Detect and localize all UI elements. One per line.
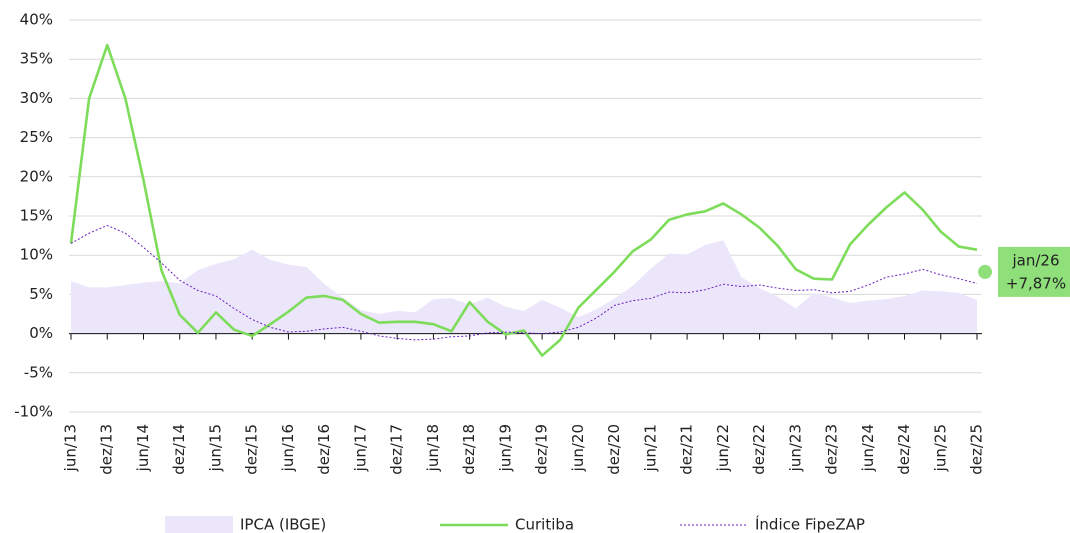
- x-tick-label: dez/19: [533, 424, 551, 475]
- y-tick-label: 5%: [29, 285, 53, 303]
- x-tick-label: dez/21: [678, 424, 696, 475]
- x-tick-label: jun/23: [786, 424, 804, 472]
- annotation-box: [998, 246, 1070, 297]
- y-tick-label: 40%: [20, 11, 53, 29]
- x-tick-label: dez/16: [315, 424, 333, 475]
- x-tick-label: jun/14: [134, 424, 152, 472]
- y-tick-label: 20%: [20, 167, 53, 185]
- legend-swatch: [165, 516, 233, 533]
- x-tick-label: jun/18: [424, 424, 442, 472]
- y-tick-label: 35%: [20, 50, 53, 68]
- y-tick-label: -10%: [14, 403, 53, 421]
- x-tick-label: dez/20: [605, 424, 623, 475]
- legend-label: Curitiba: [515, 516, 574, 533]
- y-tick-label: 0%: [29, 324, 53, 342]
- x-tick-label: dez/22: [750, 424, 768, 475]
- x-tick-label: dez/24: [895, 424, 913, 475]
- legend-label: Índice FipeZAP: [755, 515, 865, 533]
- x-tick-label: jun/16: [279, 424, 297, 472]
- legend-label: IPCA (IBGE): [240, 516, 326, 533]
- x-tick-label: dez/15: [243, 424, 261, 475]
- x-tick-label: dez/25: [968, 424, 986, 475]
- x-tick-label: dez/13: [98, 424, 116, 475]
- x-tick-label: dez/23: [823, 424, 841, 475]
- legend-item: Índice FipeZAP: [680, 515, 865, 533]
- line: [69, 43, 978, 357]
- x-tick-label: jun/20: [569, 424, 587, 472]
- x-tick-label: jun/17: [351, 424, 369, 472]
- legend-item: Curitiba: [440, 516, 574, 533]
- y-tick-label: 30%: [20, 89, 53, 107]
- y-tick-label: 10%: [20, 246, 53, 264]
- x-tick-label: jun/19: [496, 424, 514, 472]
- y-tick-label: 15%: [20, 207, 53, 225]
- x-tick-label: dez/17: [388, 424, 406, 475]
- annotation-label: jan/26: [1011, 251, 1059, 269]
- y-tick-label: 25%: [20, 128, 53, 146]
- legend-item: IPCA (IBGE): [165, 516, 326, 533]
- x-tick-label: jun/13: [62, 424, 80, 472]
- area: [71, 240, 977, 334]
- x-tick-label: jun/24: [859, 424, 877, 472]
- end-marker: [978, 264, 993, 279]
- x-tick-label: jun/22: [714, 424, 732, 472]
- annotation-value: +7,87%: [1006, 274, 1066, 292]
- x-tick-label: jun/21: [641, 424, 659, 472]
- x-tick-label: jun/25: [931, 424, 949, 472]
- y-tick-label: -5%: [24, 363, 53, 381]
- x-tick-label: dez/18: [460, 424, 478, 475]
- x-tick-label: dez/14: [170, 424, 188, 475]
- x-tick-label: jun/15: [206, 424, 224, 472]
